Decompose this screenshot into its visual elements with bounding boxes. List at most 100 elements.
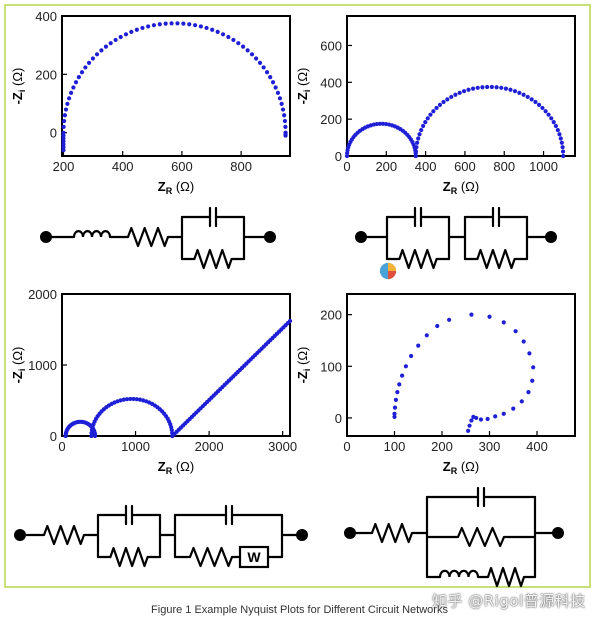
- data-point: [198, 24, 203, 29]
- data-point: [393, 397, 399, 402]
- y-axis-unit: (Ω): [10, 68, 25, 90]
- data-point: [555, 127, 560, 133]
- y-axis-sub: i: [17, 90, 27, 93]
- data-point: [140, 25, 145, 31]
- data-point: [279, 101, 284, 106]
- x-axis-unit: (Ω): [172, 459, 194, 474]
- data-point: [543, 109, 548, 114]
- data-point: [124, 397, 130, 402]
- data-point: [383, 121, 389, 127]
- x-axis-label: ZR (Ω): [443, 179, 479, 196]
- data-point: [283, 133, 288, 138]
- data-point: [63, 107, 69, 112]
- data-point: [61, 148, 66, 153]
- data-point: [204, 25, 209, 31]
- resistor: [456, 526, 506, 548]
- data-point: [419, 127, 424, 133]
- data-point: [447, 317, 452, 322]
- data-point: [236, 41, 241, 46]
- plot-frame: [346, 15, 576, 157]
- x-axis-sub: R: [451, 186, 458, 196]
- data-point: [261, 65, 266, 70]
- data-point: [561, 153, 566, 159]
- x-tick-label: 0: [343, 439, 350, 454]
- y-axis-label: -Zi (Ω): [295, 347, 312, 384]
- y-tick-label: 0: [335, 149, 342, 164]
- data-point: [423, 120, 428, 125]
- data-point: [90, 56, 96, 61]
- data-point: [519, 399, 524, 404]
- x-axis-label: ZR (Ω): [443, 459, 479, 476]
- data-point: [413, 153, 418, 159]
- data-point: [449, 94, 454, 100]
- data-point: [485, 84, 490, 90]
- data-point: [181, 21, 186, 26]
- data-point: [466, 428, 471, 433]
- data-point: [283, 124, 288, 129]
- data-point: [478, 417, 484, 422]
- data-point: [467, 423, 472, 428]
- data-point: [226, 34, 231, 40]
- x-axis-sub: R: [451, 466, 458, 476]
- y-axis-label: -Zi (Ω): [10, 68, 27, 105]
- data-point: [277, 96, 283, 101]
- y-tick-label: 200: [320, 112, 342, 127]
- data-point: [531, 365, 536, 370]
- data-point: [530, 378, 535, 383]
- data-point: [392, 411, 397, 416]
- data-point: [434, 105, 439, 111]
- data-point: [525, 94, 530, 100]
- data-point: [187, 22, 192, 27]
- data-point: [273, 85, 278, 90]
- data-point: [553, 123, 559, 129]
- x-axis-main: Z: [443, 459, 451, 474]
- data-point: [400, 373, 405, 378]
- x-axis-sub: R: [166, 186, 173, 196]
- x-tick-label: 1000: [121, 439, 150, 454]
- data-point: [499, 85, 504, 90]
- data-point: [69, 90, 74, 95]
- y-tick-label: 200: [35, 67, 57, 82]
- data-point: [66, 96, 72, 101]
- data-point: [61, 130, 66, 135]
- data-point: [175, 21, 180, 26]
- resistor: [109, 546, 149, 568]
- x-axis-label: ZR (Ω): [158, 459, 194, 476]
- plot-frame: [346, 293, 576, 437]
- data-point: [131, 396, 136, 402]
- data-point: [163, 21, 168, 26]
- y-axis-sub: i: [17, 369, 27, 372]
- data-point: [151, 23, 157, 28]
- y-axis-main: -Z: [10, 371, 25, 383]
- data-point: [264, 70, 270, 75]
- x-tick-label: 3000: [268, 439, 297, 454]
- x-tick-label: 600: [171, 159, 193, 174]
- resistor: [126, 226, 170, 248]
- data-point: [560, 149, 566, 154]
- x-tick-label: 400: [112, 159, 134, 174]
- data-point: [435, 323, 440, 329]
- y-axis-main: -Z: [295, 92, 310, 104]
- data-point: [99, 48, 104, 53]
- y-axis-sub: i: [302, 90, 312, 93]
- data-point: [79, 70, 85, 75]
- x-tick-label: 800: [493, 159, 515, 174]
- data-point: [61, 145, 66, 150]
- data-point: [469, 312, 474, 317]
- x-axis-main: Z: [158, 459, 166, 474]
- x-axis-main: Z: [443, 179, 451, 194]
- y-axis-unit: (Ω): [10, 347, 25, 369]
- data-point: [282, 118, 288, 124]
- data-point: [137, 397, 143, 402]
- x-axis-unit: (Ω): [457, 459, 479, 474]
- data-point: [521, 92, 526, 97]
- y-tick-label: 100: [320, 359, 342, 374]
- data-point: [494, 85, 499, 90]
- data-point: [397, 382, 402, 387]
- y-tick-label: 2000: [28, 287, 57, 302]
- data-point: [424, 333, 429, 338]
- data-point: [86, 60, 92, 65]
- figure-caption: Figure 1 Example Nyquist Plots for Diffe…: [151, 604, 448, 616]
- data-point: [63, 433, 68, 439]
